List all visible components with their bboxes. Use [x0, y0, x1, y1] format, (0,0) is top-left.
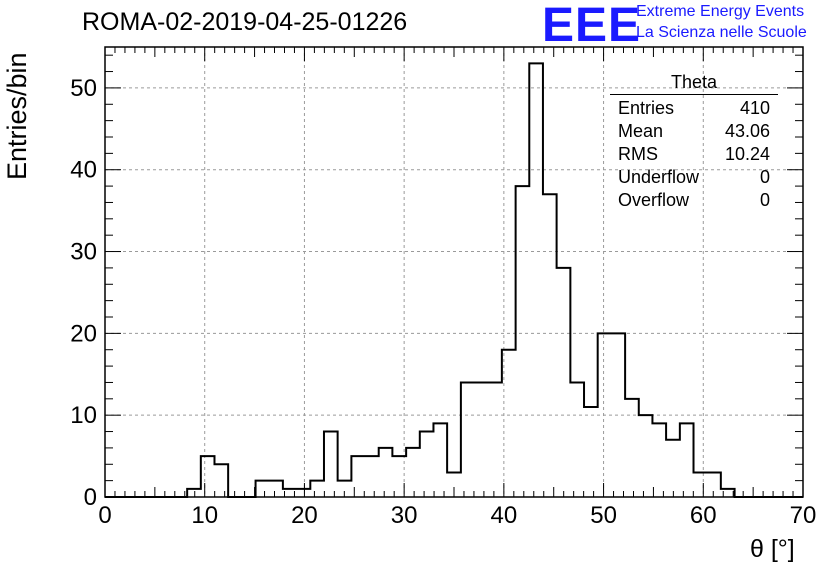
histogram-bin: [475, 382, 489, 497]
histogram-bin: [680, 423, 694, 497]
y-axis-label: Entries/bin: [2, 52, 32, 180]
y-tick-label: 10: [70, 402, 97, 429]
histogram-bin: [488, 382, 502, 497]
stats-row-rms: RMS 10.24: [610, 143, 778, 166]
y-tick-label: 0: [84, 484, 97, 511]
histogram-bin: [324, 432, 338, 497]
histogram-bin: [256, 481, 270, 497]
stats-row-overflow: Overflow 0: [610, 189, 778, 212]
stats-row-entries: Entries 410: [610, 97, 778, 120]
x-axis-label: θ [°]: [750, 535, 795, 563]
histogram-bin: [269, 481, 283, 497]
stats-value: 10.24: [724, 144, 770, 164]
histogram-bin: [516, 186, 530, 497]
stats-label: Overflow: [618, 190, 690, 210]
y-tick-label: 50: [70, 75, 97, 102]
histogram-bin: [379, 448, 393, 497]
histogram-bin: [625, 399, 639, 497]
histogram-bin: [543, 194, 557, 497]
stats-row-underflow: Underflow 0: [610, 166, 778, 189]
histogram-bin: [570, 382, 584, 497]
histogram-bin: [297, 489, 311, 497]
x-tick-label: 50: [590, 502, 617, 529]
stats-box: Theta Entries 410 Mean 43.06 RMS 10.24 Unde…: [610, 72, 778, 212]
stats-value: 43.06: [724, 121, 770, 141]
y-tick-label: 30: [70, 239, 97, 266]
stats-label: Entries: [618, 98, 675, 118]
histogram-bin: [365, 456, 379, 497]
x-tick-label: 70: [790, 502, 817, 529]
x-tick-label: 10: [191, 502, 218, 529]
logo-line-1: Extreme Energy Events: [636, 3, 805, 20]
histogram-bin: [666, 440, 680, 497]
x-tick-label: 0: [98, 502, 111, 529]
histogram-bin: [707, 472, 721, 497]
stats-label: Mean: [618, 121, 664, 141]
stats-label: Underflow: [618, 167, 700, 187]
histogram-bin: [652, 423, 666, 497]
y-tick-label: 40: [70, 157, 97, 184]
eee-logo: EEE: [542, 0, 642, 52]
x-tick-label: 20: [291, 502, 318, 529]
histogram-bin: [420, 432, 434, 497]
histogram-bin: [187, 489, 201, 497]
x-tick-label: 60: [690, 502, 717, 529]
x-tick-label: 40: [491, 502, 518, 529]
histogram-bin: [461, 382, 475, 497]
histogram-bin: [639, 415, 653, 497]
stats-value: 0: [759, 167, 770, 187]
stats-value: 0: [759, 190, 770, 210]
histogram-bin: [201, 456, 215, 497]
histogram-bin: [529, 63, 543, 497]
stats-value: 410: [739, 98, 770, 118]
histogram-bin: [694, 472, 708, 497]
chart-title: ROMA-02-2019-04-25-01226: [82, 8, 408, 36]
logo-line-2: La Scienza nelle Scuole: [636, 24, 807, 41]
histogram-bin: [406, 448, 420, 497]
x-tick-label: 30: [391, 502, 418, 529]
histogram-bin: [351, 456, 365, 497]
histogram-bin: [310, 481, 324, 497]
histogram-bin: [214, 464, 228, 497]
histogram-bin: [584, 407, 598, 497]
histogram-bin: [433, 423, 447, 497]
stats-row-mean: Mean 43.06: [610, 120, 778, 143]
stats-label: RMS: [618, 144, 658, 164]
histogram-bin: [557, 268, 571, 497]
y-tick-label: 20: [70, 320, 97, 347]
stats-title: Theta: [610, 72, 778, 95]
